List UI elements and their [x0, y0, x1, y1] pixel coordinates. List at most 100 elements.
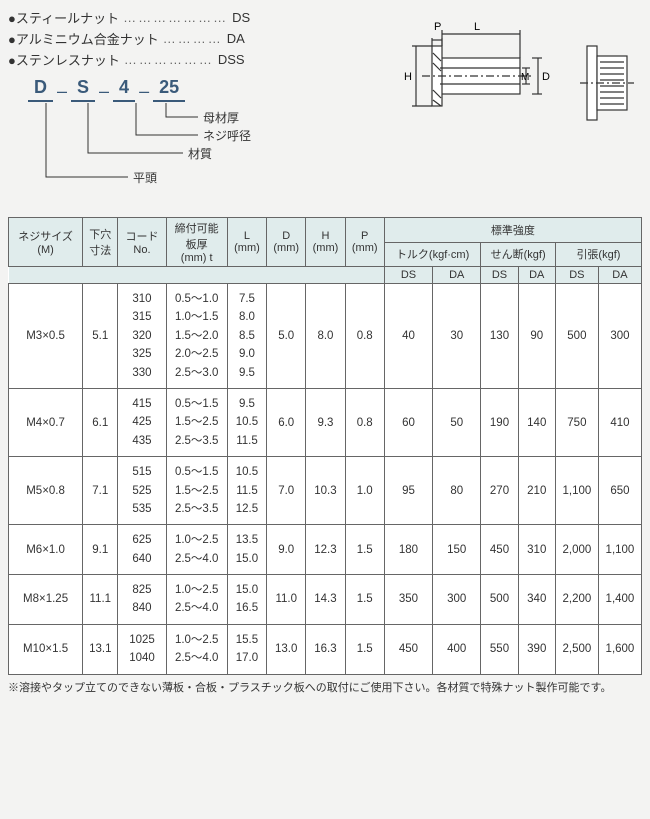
- cell-tensile-ds: 500: [555, 284, 598, 389]
- table-row: M6×1.09.1625 6401.0～2.5 2.5～4.013.5 15.0…: [9, 525, 642, 575]
- cell-hole: 9.1: [83, 525, 118, 575]
- cell-shear-da: 210: [518, 457, 555, 525]
- cell-grip: 1.0～2.5 2.5～4.0: [166, 575, 227, 625]
- th-hole: 下穴 寸法: [83, 218, 118, 267]
- anno-material: 材質: [188, 145, 212, 162]
- cell-codes: 825 840: [118, 575, 166, 625]
- anno-hira: 平頭: [133, 169, 157, 186]
- th-strength: 標準強度: [384, 218, 641, 243]
- cell-torque-ds: 450: [384, 624, 432, 674]
- cell-d: 6.0: [267, 388, 306, 456]
- cell-tensile-da: 1,100: [598, 525, 641, 575]
- cell-l: 13.5 15.0: [227, 525, 266, 575]
- cell-size: M6×1.0: [9, 525, 83, 575]
- cell-shear-da: 340: [518, 575, 555, 625]
- table-head: ネジサイズ (M) 下穴 寸法 コード No. 締付可能 板厚 (mm) t L…: [9, 218, 642, 284]
- cell-tensile-da: 650: [598, 457, 641, 525]
- cell-hole: 11.1: [83, 575, 118, 625]
- cell-tensile-ds: 1,100: [555, 457, 598, 525]
- footnote: ※溶接やタップ立てのできない薄板・合板・プラスチック板への取付にご使用下さい。各…: [8, 679, 642, 695]
- cell-l: 15.0 16.5: [227, 575, 266, 625]
- th-l: L (mm): [227, 218, 266, 267]
- table-row: M10×1.513.11025 10401.0～2.5 2.5～4.015.5 …: [9, 624, 642, 674]
- cell-shear-da: 90: [518, 284, 555, 389]
- nut-label: ●スティールナット: [8, 8, 119, 27]
- left-top: ●スティールナット ………………… DS ●アルミニウム合金ナット ………… D…: [8, 8, 338, 207]
- nut-type-row: ●スティールナット ………………… DS: [8, 8, 338, 27]
- th-ds: DS: [384, 267, 432, 284]
- table-row: M8×1.2511.1825 8401.0～2.5 2.5～4.015.0 16…: [9, 575, 642, 625]
- technical-drawings: P L H M D: [402, 8, 642, 148]
- cell-shear-ds: 450: [481, 525, 518, 575]
- th-torque: トルク(kgf·cm): [384, 242, 481, 267]
- dim-m: M: [521, 72, 529, 83]
- cell-tensile-da: 1,400: [598, 575, 641, 625]
- cell-grip: 0.5～1.0 1.0～1.5 1.5～2.0 2.0～2.5 2.5～3.0: [166, 284, 227, 389]
- th-ds: DS: [481, 267, 518, 284]
- cell-p: 0.8: [345, 388, 384, 456]
- cell-codes: 310 315 320 325 330: [118, 284, 166, 389]
- th-p: P (mm): [345, 218, 384, 267]
- cell-p: 0.8: [345, 284, 384, 389]
- cell-torque-da: 80: [433, 457, 481, 525]
- cell-hole: 6.1: [83, 388, 118, 456]
- cell-grip: 0.5～1.5 1.5～2.5 2.5～3.5: [166, 388, 227, 456]
- th-da: DA: [518, 267, 555, 284]
- th-da: DA: [433, 267, 481, 284]
- cell-tensile-ds: 2,000: [555, 525, 598, 575]
- cell-h: 8.0: [306, 284, 345, 389]
- cell-shear-da: 390: [518, 624, 555, 674]
- cell-shear-ds: 130: [481, 284, 518, 389]
- dots: ………………: [124, 52, 214, 67]
- cell-p: 1.5: [345, 624, 384, 674]
- cell-p: 1.0: [345, 457, 384, 525]
- th-tensile: 引張(kgf): [555, 242, 641, 267]
- cell-tensile-da: 1,600: [598, 624, 641, 674]
- cell-grip: 1.0～2.5 2.5～4.0: [166, 624, 227, 674]
- cell-grip: 0.5～1.5 1.5～2.5 2.5～3.5: [166, 457, 227, 525]
- cell-h: 16.3: [306, 624, 345, 674]
- cell-codes: 415 425 435: [118, 388, 166, 456]
- dim-p: P: [434, 21, 441, 33]
- cell-p: 1.5: [345, 575, 384, 625]
- cell-torque-ds: 180: [384, 525, 432, 575]
- cell-h: 12.3: [306, 525, 345, 575]
- cell-tensile-da: 300: [598, 284, 641, 389]
- nut-type-list: ●スティールナット ………………… DS ●アルミニウム合金ナット ………… D…: [8, 8, 338, 69]
- top-section: ●スティールナット ………………… DS ●アルミニウム合金ナット ………… D…: [8, 8, 642, 207]
- anno-thread: ネジ呼径: [203, 127, 251, 144]
- nut-label: ●アルミニウム合金ナット: [8, 29, 159, 48]
- cell-d: 9.0: [267, 525, 306, 575]
- cell-torque-da: 50: [433, 388, 481, 456]
- th-d: D (mm): [267, 218, 306, 267]
- code-format-diagram: D – S – 4 – 25 母材厚 ネジ呼径 材質 平頭: [28, 77, 308, 207]
- cell-h: 14.3: [306, 575, 345, 625]
- cell-tensile-da: 410: [598, 388, 641, 456]
- cell-hole: 13.1: [83, 624, 118, 674]
- cell-codes: 625 640: [118, 525, 166, 575]
- cell-shear-ds: 550: [481, 624, 518, 674]
- cell-torque-ds: 95: [384, 457, 432, 525]
- dim-d: D: [542, 71, 550, 83]
- cell-hole: 7.1: [83, 457, 118, 525]
- th-h: H (mm): [306, 218, 345, 267]
- thread-view-icon: [572, 18, 642, 148]
- th-code: コード No.: [118, 218, 166, 267]
- dots: …………: [163, 31, 223, 46]
- cell-l: 10.5 11.5 12.5: [227, 457, 266, 525]
- cell-torque-da: 300: [433, 575, 481, 625]
- table-row: M3×0.55.1310 315 320 325 3300.5～1.0 1.0～…: [9, 284, 642, 389]
- nut-type-row: ●アルミニウム合金ナット ………… DA: [8, 29, 338, 48]
- cell-torque-ds: 350: [384, 575, 432, 625]
- cell-d: 7.0: [267, 457, 306, 525]
- cell-grip: 1.0～2.5 2.5～4.0: [166, 525, 227, 575]
- nut-label: ●ステンレスナット: [8, 50, 120, 69]
- anno-base-thick: 母材厚: [203, 109, 239, 126]
- th-ds: DS: [555, 267, 598, 284]
- th-size: ネジサイズ (M): [9, 218, 83, 267]
- cell-shear-da: 310: [518, 525, 555, 575]
- dots: …………………: [123, 10, 228, 25]
- cell-hole: 5.1: [83, 284, 118, 389]
- nut-code: DA: [227, 31, 245, 46]
- cell-size: M10×1.5: [9, 624, 83, 674]
